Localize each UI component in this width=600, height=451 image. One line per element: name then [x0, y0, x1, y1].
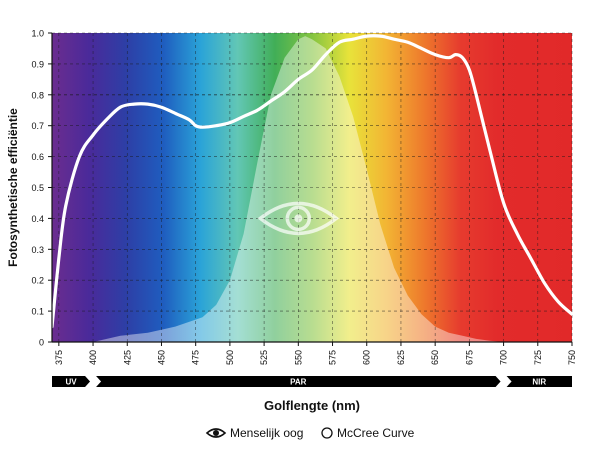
y-tick-label: 0	[39, 338, 44, 348]
x-tick-label: 375	[54, 350, 64, 365]
x-tick-label: 625	[396, 350, 406, 365]
spectral-bands: UV PAR NIR	[52, 376, 572, 387]
mccree-curve	[52, 34, 572, 329]
y-tick-label: 0.8	[31, 90, 44, 100]
x-tick-label: 750	[567, 350, 577, 365]
band-uv	[52, 376, 91, 387]
band-label: PAR	[290, 377, 307, 386]
band-label: UV	[65, 377, 77, 386]
x-tick-label: 600	[362, 350, 372, 365]
x-tick-label: 450	[156, 350, 166, 365]
circle-outline-icon	[321, 427, 333, 439]
human-eye-fill	[52, 36, 504, 342]
y-tick-label: 0.6	[31, 152, 44, 162]
eye-icon	[257, 201, 340, 236]
x-axis-ticks: 375 400 425 450 475 500 525 550 575 600 625 650 675 7…	[54, 342, 577, 365]
eye-pupil	[294, 214, 303, 223]
legend: Menselijk oog McCree Curve	[205, 426, 415, 440]
y-tick-label: 0.9	[31, 59, 44, 69]
x-tick-label: 700	[499, 350, 509, 365]
y-axis-label: Fotosynthetische efficiëntie	[6, 108, 20, 267]
y-tick-label: 0.7	[31, 121, 44, 131]
eye-icon	[205, 428, 227, 438]
band-nir	[506, 376, 572, 387]
x-tick-label: 400	[88, 350, 98, 365]
band-label: NIR	[532, 377, 546, 386]
mccree-line	[52, 34, 572, 329]
x-tick-label: 650	[430, 350, 440, 365]
y-tick-label: 0.5	[31, 183, 44, 193]
y-tick-label: 0.4	[31, 214, 44, 224]
x-tick-label: 525	[259, 350, 269, 365]
eye-icon-pupil	[213, 430, 219, 436]
y-tick-label: 1.0	[31, 29, 44, 39]
y-tick-label: 0.2	[31, 276, 44, 286]
x-tick-label: 550	[293, 350, 303, 365]
human-eye-area	[52, 36, 504, 342]
x-tick-label: 475	[191, 350, 201, 365]
y-axis-ticks: 0 0.1 0.2 0.3 0.4 0.5 0.6 0.7 0.8 0.9 1.0	[31, 29, 52, 348]
x-tick-label: 500	[225, 350, 235, 365]
x-tick-label: 575	[328, 350, 338, 365]
x-tick-label: 725	[533, 350, 543, 365]
legend-label-mccree: McCree Curve	[337, 426, 415, 440]
x-axis-label: Golflengte (nm)	[264, 398, 360, 413]
eye-outline	[257, 201, 340, 236]
grid	[52, 32, 573, 342]
y-tick-label: 0.1	[31, 307, 44, 317]
y-tick-label: 0.3	[31, 245, 44, 255]
eye-iris	[285, 205, 312, 232]
legend-label-human-eye: Menselijk oog	[230, 426, 303, 440]
band-par	[96, 376, 501, 387]
x-tick-label: 675	[464, 350, 474, 365]
x-tick-label: 425	[122, 350, 132, 365]
